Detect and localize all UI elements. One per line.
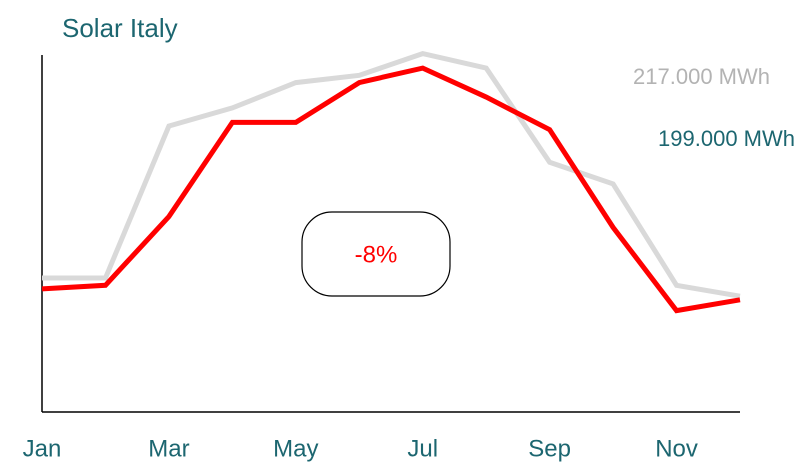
chart-title: Solar Italy — [62, 13, 178, 43]
x-tick-label: Nov — [655, 435, 698, 462]
x-tick-label: Sep — [528, 435, 571, 462]
legend-label: 199.000 MWh — [658, 126, 795, 151]
annotation: -8% — [355, 241, 398, 268]
x-tick-label: Jan — [23, 435, 62, 462]
legend-label: 217.000 MWh — [633, 64, 770, 89]
x-tick-label: Jul — [407, 435, 438, 462]
x-tick-label: May — [273, 435, 318, 462]
series-line — [42, 51, 741, 299]
annotation-box — [301, 211, 451, 297]
x-tick-label: Mar — [148, 435, 189, 462]
series-line — [41, 65, 741, 314]
